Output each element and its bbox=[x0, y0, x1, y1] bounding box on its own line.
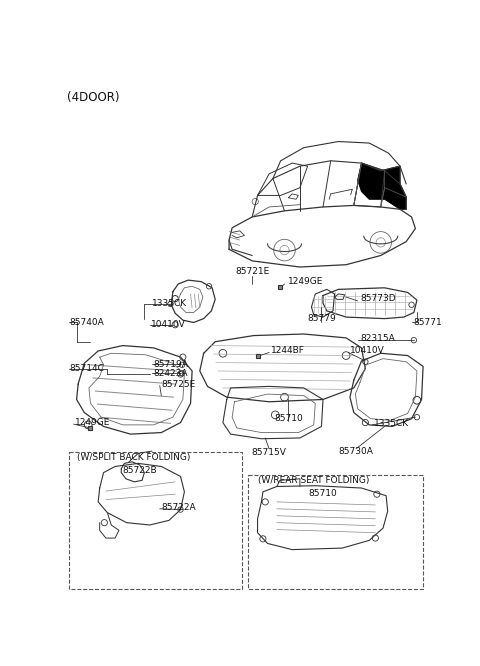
Text: 85714C: 85714C bbox=[69, 364, 104, 373]
Bar bbox=[248, 475, 423, 589]
Text: (W/SPLIT BACK FOLDING): (W/SPLIT BACK FOLDING) bbox=[77, 453, 190, 462]
Text: 85721E: 85721E bbox=[235, 266, 269, 276]
Text: 85710: 85710 bbox=[274, 414, 303, 423]
Text: 85715V: 85715V bbox=[252, 448, 287, 457]
Text: 82315A: 82315A bbox=[360, 334, 395, 343]
Text: 85730A: 85730A bbox=[339, 447, 373, 456]
Text: 1335CK: 1335CK bbox=[152, 300, 187, 308]
Text: (4DOOR): (4DOOR) bbox=[67, 91, 120, 104]
Bar bbox=[69, 452, 242, 589]
Text: 85771: 85771 bbox=[414, 318, 443, 327]
Text: 1244BF: 1244BF bbox=[271, 346, 305, 356]
Text: 85740A: 85740A bbox=[69, 318, 104, 327]
Text: 85725E: 85725E bbox=[161, 380, 195, 388]
Text: 1249GE: 1249GE bbox=[75, 418, 110, 427]
Text: 1249GE: 1249GE bbox=[288, 277, 324, 286]
Text: 10410V: 10410V bbox=[350, 346, 384, 356]
Text: 10410V: 10410V bbox=[151, 320, 186, 328]
Text: (W/REAR SEAT FOLDING): (W/REAR SEAT FOLDING) bbox=[258, 476, 370, 485]
Text: 85719A: 85719A bbox=[154, 360, 189, 368]
Text: 85779: 85779 bbox=[307, 314, 336, 323]
Text: 85722B: 85722B bbox=[123, 466, 157, 475]
Text: 85722A: 85722A bbox=[161, 503, 196, 511]
Text: 82423A: 82423A bbox=[154, 369, 188, 378]
Text: 85773D: 85773D bbox=[360, 294, 396, 303]
Text: 85710: 85710 bbox=[309, 489, 337, 498]
Text: 1335CK: 1335CK bbox=[374, 419, 409, 428]
Polygon shape bbox=[358, 163, 406, 209]
